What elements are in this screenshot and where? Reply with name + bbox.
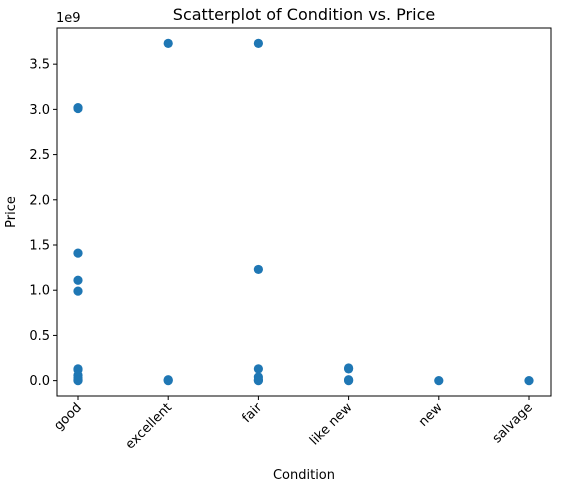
scatter-point [254,376,263,385]
scatter-point [344,376,353,385]
scatter-point [254,364,263,373]
y-axis-label: Price [4,196,19,228]
scatter-point [254,265,263,274]
scatter-point [254,39,263,48]
scatter-point [73,276,82,285]
scatter-point [434,376,443,385]
chart-title: Scatterplot of Condition vs. Price [173,5,435,24]
scatter-point [73,376,82,385]
scatter-point [73,104,82,113]
y-tick-label: 3.0 [29,103,50,118]
scatter-point [164,39,173,48]
y-tick-label: 3.5 [29,58,50,73]
x-axis-label: Condition [273,468,335,483]
scatter-point [524,376,533,385]
y-tick-label: 1.5 [29,239,50,254]
scatter-point [73,249,82,258]
y-tick-label: 0.5 [29,329,50,344]
y-tick-label: 2.5 [29,148,50,163]
scatter-point [344,364,353,373]
y-tick-label: 2.0 [29,193,50,208]
scatter-point [73,287,82,296]
scatter-point [164,376,173,385]
y-tick-label: 1.0 [29,284,50,299]
y-axis-offset-label: 1e9 [56,11,81,26]
y-tick-label: 0.0 [29,374,50,389]
